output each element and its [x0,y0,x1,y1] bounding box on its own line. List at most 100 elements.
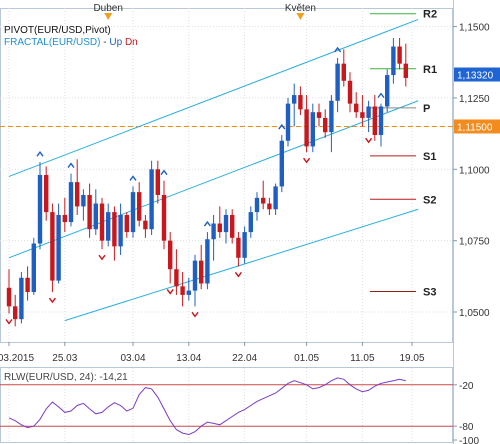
candle-body [316,112,322,118]
candle-body [223,214,229,233]
y-tick-label: 1,1250 [459,94,490,105]
trend-channel-line [64,208,419,322]
trend-channel-line [8,18,419,177]
candle-body [81,194,86,207]
candle-body [161,194,167,241]
candle-body [168,240,173,270]
pivot-level-label: S2 [423,194,436,206]
candle-body [254,197,260,213]
fractal-up-marker [129,175,137,181]
pivot-level-label: R1 [423,64,437,76]
x-tick-label: 22.04 [232,353,257,364]
candle-body [75,182,80,207]
x-tick-label: 19.05 [399,353,424,364]
fractal-down-marker [303,157,311,164]
month-marker-triangle [104,13,113,20]
candle-body [267,203,272,210]
fractal-up-marker [203,220,211,227]
rlw-y-tick-label: -100 [459,436,479,444]
candle-body [87,194,92,230]
price-tag-box [454,67,500,82]
candle-body [155,169,160,195]
candle-body [335,63,340,101]
candle-body [261,197,266,204]
candle-body [329,100,334,133]
fractal-down-marker [365,137,373,144]
rlw-y-tick-label: -80 [459,422,474,433]
candle-body [137,192,142,221]
candle-body [242,232,247,258]
fractal-up-marker [377,92,385,99]
fractal-up-marker [278,123,286,130]
candle-body [292,95,297,104]
rlw-y-tick-label: -20 [459,381,474,392]
candle-body [68,182,74,223]
candle-body [273,186,278,210]
fractal-up-marker [160,169,168,176]
price-tag-label: 1,11500 [457,122,493,133]
x-tick-label: 13.03.2015 [0,353,34,364]
fractal-up-marker [36,150,44,157]
pivot-level-label: S3 [423,286,436,298]
fractal-down-marker [234,271,242,278]
candle-body [391,46,396,76]
x-tick-label: 25.03 [52,353,77,364]
candle-body [354,103,359,113]
fractal-down-marker [191,311,199,318]
candle-body [130,192,136,233]
candle-body [62,214,67,223]
fractal-up-marker [334,46,342,53]
rlw-line [8,377,406,436]
rlw-label: RLW(EUR/USD, 24): -14,21 [4,372,128,383]
candle-body [230,214,235,238]
month-marker-label: Duben [93,3,122,14]
rlw-indicator-chart: -20 -80 -100 RLW(EUR/USD, 24): -14,21 [0,372,479,444]
candle-body [372,106,377,136]
candle-body [310,112,315,147]
fractal-down-marker [98,254,106,261]
trend-channel-line [8,100,419,259]
candle-body [99,203,105,241]
candle-body [186,290,191,295]
candle-body [44,175,49,213]
candle-body [347,80,353,104]
x-tick-label: 11.05 [350,353,375,364]
candle-body [205,239,210,284]
candle-body [19,277,24,320]
candle-body [6,287,12,307]
fractal-down-legend: Dn [125,37,138,48]
x-tick-label: 01.05 [294,353,319,364]
candle-body [360,112,365,118]
fractal-down-marker [48,297,56,304]
candle-body [378,106,384,136]
candle-body [341,63,346,81]
candle-body [31,243,36,293]
candle-body [211,223,216,240]
candle-body [385,75,390,107]
candle-body [403,63,408,78]
pivot-level-label: P [423,103,430,115]
y-tick-label: 1,1000 [459,165,490,176]
candle-body [56,214,61,281]
indicator-plot-frame [0,367,453,443]
fractal-up-marker [67,162,75,168]
candle-body [93,203,98,230]
candle-body [236,237,241,258]
pivot-level-label: R2 [423,9,437,21]
candle-body [174,269,179,287]
candle-body [323,117,328,133]
candle-body [112,212,117,247]
candle-body [397,46,402,64]
fractal-indicator-name: FRACTAL(EUR/USD) [4,37,103,48]
candle-body [25,277,30,293]
candle-body [180,286,185,295]
y-tick-label: 1,0500 [459,308,490,319]
candle-body [149,169,154,230]
price-tag-box [454,119,500,134]
x-tick-label: 13.04 [176,353,201,364]
fractal-legend: FRACTAL(EUR/USD) - Up Dn [4,37,138,48]
instrument-label: PIVOT(EUR/USD,Pivot) [4,25,111,36]
candle-body [143,220,148,230]
fractal-up-legend: Up [109,37,125,48]
